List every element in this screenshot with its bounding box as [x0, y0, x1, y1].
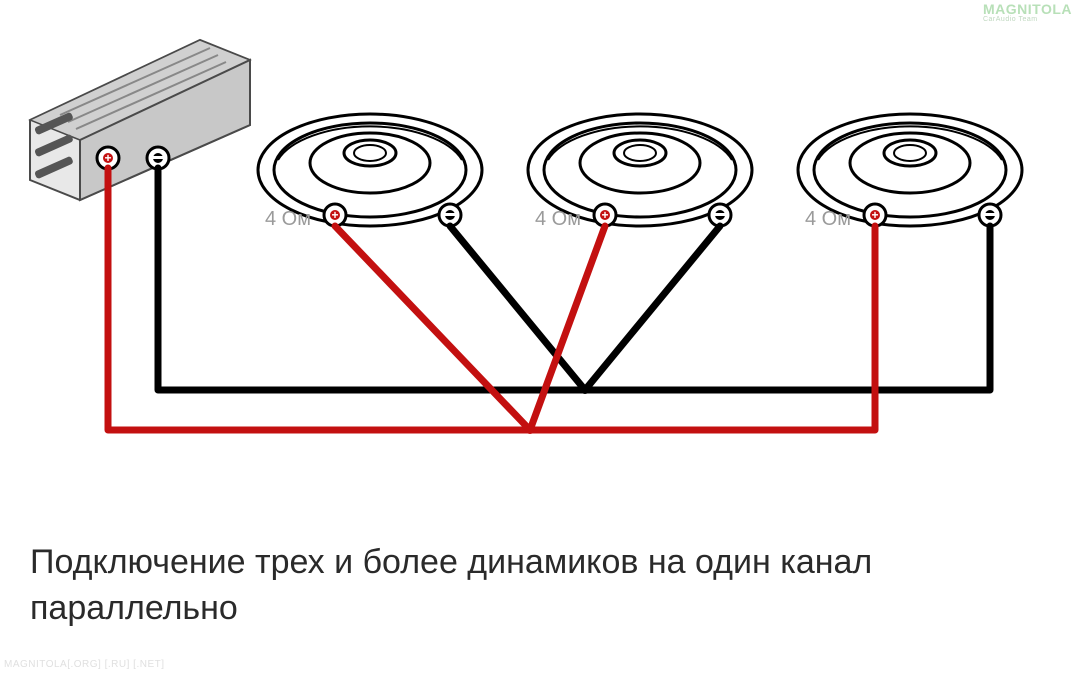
- diagram-canvas: MAGNITOLA CarAudio Team +: [0, 0, 1080, 674]
- watermark-bottom: MAGNITOLA[.ORG] [.RU] [.NET]: [4, 659, 165, 670]
- svg-text:+: +: [601, 208, 608, 222]
- svg-text:+: +: [331, 208, 338, 222]
- wiring-diagram: +: [0, 0, 1080, 520]
- caption-text: Подключение трех и более динамиков на од…: [30, 540, 1030, 632]
- svg-text:+: +: [871, 208, 878, 222]
- pos-junction: [526, 426, 534, 434]
- impedance-label-2: 4 Ом: [535, 208, 581, 230]
- impedance-label-1: 4 Ом: [265, 208, 311, 230]
- amplifier: +: [30, 40, 250, 200]
- impedance-label-3: 4 Ом: [805, 208, 851, 230]
- svg-text:+: +: [104, 151, 111, 165]
- neg-junction: [581, 386, 589, 394]
